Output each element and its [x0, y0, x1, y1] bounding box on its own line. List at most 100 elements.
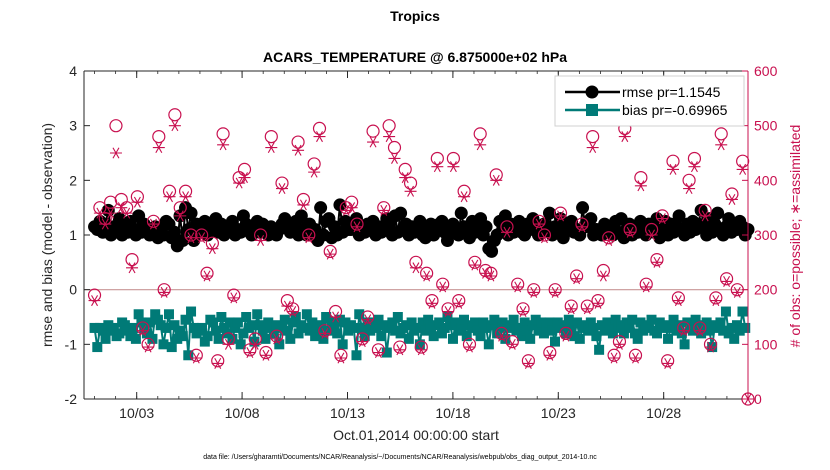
- possible-obs-point: [580, 299, 594, 313]
- bias-point: [392, 312, 403, 322]
- possible-obs-point: [141, 337, 155, 351]
- assimilated-obs-point: [313, 131, 326, 143]
- assimilated-obs-point: [538, 232, 551, 244]
- assimilated-obs-point: [586, 142, 599, 154]
- assimilated-obs-point: [565, 303, 578, 315]
- possible-obs-point: [264, 130, 278, 144]
- bias-point: [740, 322, 751, 333]
- assimilated-obs-point: [281, 300, 294, 312]
- bias-point: [704, 325, 715, 336]
- possible-obs-point: [462, 337, 477, 351]
- possible-obs-point: [291, 135, 305, 149]
- assimilated-obs-point: [608, 352, 621, 364]
- bias-point: [252, 309, 263, 320]
- possible-obs-point: [189, 348, 203, 362]
- assimilated-obs-point: [484, 270, 497, 282]
- possible-obs-point: [650, 253, 664, 267]
- axes-layer: -2 -1 0 1 2 3 4 0 100 200 300 400 500 600 10/03 10/08 10…: [65, 63, 778, 421]
- assimilated-obs-point: [243, 347, 256, 359]
- bias-point: [128, 322, 139, 333]
- bias-point: [183, 350, 194, 361]
- legend-box: [554, 75, 745, 127]
- bias-point: [337, 339, 348, 350]
- assimilated-obs-point: [345, 202, 358, 214]
- bias-point: [442, 312, 453, 322]
- possible-obs-point: [216, 127, 230, 141]
- possible-obs-point: [195, 228, 209, 242]
- bias-point: [257, 325, 268, 336]
- assimilated-obs-point: [211, 357, 224, 369]
- y-tick-label: -1: [65, 336, 78, 352]
- possible-obs-point: [714, 127, 728, 141]
- assimilated-obs-point: [490, 174, 503, 186]
- legend-bias-marker: [586, 104, 598, 116]
- bias-point: [172, 333, 183, 344]
- bias-point: [395, 328, 406, 339]
- possible-obs-point: [157, 283, 171, 297]
- bias-point: [690, 314, 701, 325]
- bias-point: [718, 325, 729, 336]
- assimilated-obs-point: [388, 152, 401, 164]
- rmse-point: [440, 233, 454, 247]
- assimilated-obs-point: [645, 229, 658, 241]
- bias-point: [186, 306, 197, 317]
- assimilated-obs-point: [683, 183, 696, 195]
- bias-point: [249, 336, 260, 347]
- y-tick-label: 0: [69, 282, 77, 298]
- bias-point: [161, 322, 172, 333]
- assimilated-obs-point: [259, 349, 272, 361]
- bias-point: [635, 317, 646, 328]
- bias-point: [318, 333, 329, 344]
- assimilated-obs-point: [88, 295, 101, 307]
- bias-point: [406, 317, 417, 328]
- possible-obs-point: [623, 222, 637, 237]
- possible-obs-point: [237, 162, 252, 176]
- bias-point: [263, 317, 274, 328]
- possible-obs-point: [682, 173, 696, 187]
- bias-point: [315, 320, 326, 331]
- bias-point: [246, 320, 257, 331]
- bias-point: [158, 339, 169, 350]
- rmse-point: [294, 209, 308, 223]
- assimilated-obs-point: [318, 327, 331, 339]
- bias-point: [310, 331, 321, 342]
- bias-point: [92, 342, 103, 353]
- bias-point: [489, 314, 500, 325]
- rmse-point: [413, 214, 427, 228]
- possible-obs-point: [719, 272, 734, 286]
- bias-point: [199, 336, 210, 347]
- bias-point: [720, 306, 731, 317]
- assimilated-obs-point: [184, 232, 197, 244]
- bias-point: [290, 312, 301, 322]
- possible-obs-point: [441, 302, 455, 316]
- bias-point: [351, 350, 362, 361]
- plot-layer: [84, 108, 755, 406]
- bias-point: [472, 325, 483, 336]
- bias-point: [594, 344, 605, 355]
- bias-point: [701, 317, 712, 328]
- bias-point: [726, 322, 737, 333]
- assimilated-obs-point: [442, 306, 455, 318]
- y-right-tick-label: 500: [754, 118, 778, 134]
- bias-point: [379, 320, 390, 331]
- bias-point: [561, 328, 572, 339]
- possible-obs-point: [146, 214, 161, 228]
- bias-point: [401, 320, 412, 331]
- possible-obs-point: [109, 119, 123, 133]
- possible-obs-point: [527, 283, 541, 297]
- bias-point: [141, 328, 152, 339]
- assimilated-obs-point: [168, 120, 181, 132]
- bias-point: [486, 320, 497, 331]
- possible-obs-point: [168, 108, 182, 122]
- bias-point: [175, 325, 186, 336]
- assimilated-obs-point: [613, 338, 626, 350]
- bias-point: [354, 309, 365, 320]
- bias-point: [646, 314, 657, 325]
- possible-obs-point: [693, 321, 707, 335]
- x-tick-label: 10/08: [225, 405, 260, 421]
- bias-point: [428, 331, 439, 342]
- possible-obs-point: [184, 228, 198, 242]
- bias-point: [356, 322, 367, 333]
- bias-point: [516, 331, 527, 342]
- bias-point: [698, 322, 709, 333]
